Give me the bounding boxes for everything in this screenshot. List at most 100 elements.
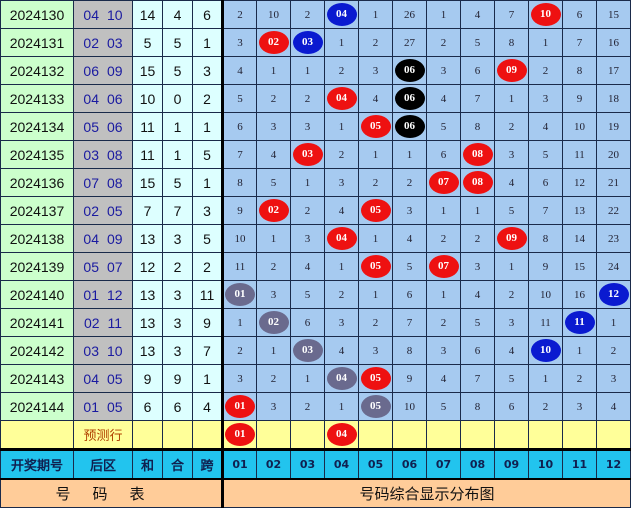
- number-cell: 22: [596, 196, 631, 225]
- number-cell: 1: [358, 280, 393, 309]
- number-cell: 03: [290, 28, 325, 57]
- header-span: 跨: [192, 448, 224, 480]
- period-cell: 2024139: [0, 252, 74, 281]
- number-cell: 2: [290, 0, 325, 29]
- sum-cell: 6: [132, 392, 163, 421]
- period-cell: 2024130: [0, 0, 74, 29]
- number-cell: 6: [460, 56, 495, 85]
- number-cell: 2: [562, 364, 597, 393]
- number-cell: 3: [256, 280, 291, 309]
- blue-ball: 11: [564, 311, 595, 334]
- number-cell: [426, 420, 461, 450]
- black-ball: 06: [394, 59, 425, 82]
- number-cell: 1: [562, 336, 597, 365]
- number-cell: 5: [494, 364, 529, 393]
- blue-ball: 12: [598, 283, 629, 306]
- number-cell: 03: [290, 336, 325, 365]
- number-cell: [460, 420, 495, 450]
- back-zone-cell: 02 05: [73, 196, 133, 225]
- back-number: 03: [83, 342, 99, 359]
- number-cell: 01: [222, 420, 257, 450]
- gray-ball: 03: [292, 339, 323, 362]
- sum-cell: 13: [132, 280, 163, 309]
- he-cell: 3: [162, 280, 193, 309]
- draw-row: 2024133 04 06 10 0 2 5 2 2 04 4 06 4 7 1 3 9 18: [0, 84, 631, 113]
- back-number: 06: [107, 90, 123, 107]
- number-cell: 2: [494, 280, 529, 309]
- number-cell: 07: [426, 252, 461, 281]
- number-cell: 1: [358, 224, 393, 253]
- header-he: 合: [162, 448, 193, 480]
- number-cell: 6: [494, 392, 529, 421]
- number-cell: 5: [460, 308, 495, 337]
- number-cell: 10: [528, 0, 563, 29]
- red-ball: 03: [292, 143, 323, 166]
- number-cell: 6: [528, 168, 563, 197]
- span-cell: 2: [192, 252, 224, 281]
- back-number: 09: [107, 230, 123, 247]
- draw-row: 2024142 03 10 13 3 7 2 1 03 4 3 8 3 6 4 10 1 2: [0, 336, 631, 365]
- number-cell: 3: [426, 56, 461, 85]
- number-cell: 21: [596, 168, 631, 197]
- he-cell: 5: [162, 168, 193, 197]
- number-cell: 5: [460, 28, 495, 57]
- column-header-row: 开奖期号 后区 和 合 跨 01 02 03 04 05 06 07 08 09 10 11 12: [0, 448, 631, 480]
- number-cell: 1: [528, 364, 563, 393]
- red-ball: 09: [496, 227, 527, 250]
- number-cell: 11: [562, 140, 597, 169]
- black-ball: 06: [394, 87, 425, 110]
- back-number: 05: [83, 258, 99, 275]
- period-cell: 2024142: [0, 336, 74, 365]
- back-number: 08: [107, 174, 123, 191]
- red-ball: 10: [530, 3, 561, 26]
- number-cell: 6: [426, 140, 461, 169]
- number-cell: 1: [222, 308, 257, 337]
- draw-row: 2024136 07 08 15 5 1 8 5 1 3 2 2 07 08 4 6 12 21: [0, 168, 631, 197]
- number-cell: 2: [358, 168, 393, 197]
- back-number: 02: [83, 34, 99, 51]
- number-cell: 19: [596, 112, 631, 141]
- number-cell: 2: [290, 392, 325, 421]
- span-cell: 1: [192, 364, 224, 393]
- back-zone-cell: 02 11: [73, 308, 133, 337]
- back-number: 05: [83, 118, 99, 135]
- number-cell: 5: [256, 168, 291, 197]
- number-cell: 3: [256, 112, 291, 141]
- prediction-sum-cell: [132, 420, 163, 450]
- number-cell: 04: [324, 0, 359, 29]
- number-cell: 3: [358, 56, 393, 85]
- red-ball: 08: [462, 143, 493, 166]
- number-cell: 8: [528, 224, 563, 253]
- he-cell: 2: [162, 252, 193, 281]
- period-cell: 2024134: [0, 112, 74, 141]
- back-zone-cell: 03 10: [73, 336, 133, 365]
- number-cell: 3: [494, 308, 529, 337]
- span-cell: 1: [192, 168, 224, 197]
- number-cell: 4: [256, 140, 291, 169]
- number-cell: 05: [358, 364, 393, 393]
- number-cell: [596, 420, 631, 450]
- red-ball: 09: [496, 59, 527, 82]
- number-cell: [392, 420, 427, 450]
- number-cell: 5: [222, 84, 257, 113]
- number-cell: 5: [528, 140, 563, 169]
- he-cell: 4: [162, 0, 193, 29]
- header-number-04: 04: [324, 448, 359, 480]
- back-number: 02: [83, 314, 100, 331]
- number-cell: 3: [358, 336, 393, 365]
- number-cell: 3: [596, 364, 631, 393]
- back-number: 01: [83, 398, 99, 415]
- header-period: 开奖期号: [0, 448, 74, 480]
- footer-right-title: 号码综合显示分布图: [222, 478, 631, 508]
- back-number: 01: [83, 286, 99, 303]
- number-cell: 16: [562, 280, 597, 309]
- number-cell: 02: [256, 196, 291, 225]
- number-cell: 8: [392, 336, 427, 365]
- red-ball: 04: [326, 87, 357, 110]
- number-cell: 11: [562, 308, 597, 337]
- number-cell: 8: [460, 112, 495, 141]
- number-cell: 1: [290, 56, 325, 85]
- number-cell: 01: [222, 280, 257, 309]
- back-number: 04: [83, 90, 99, 107]
- footer-left-title: 号码表: [0, 478, 224, 508]
